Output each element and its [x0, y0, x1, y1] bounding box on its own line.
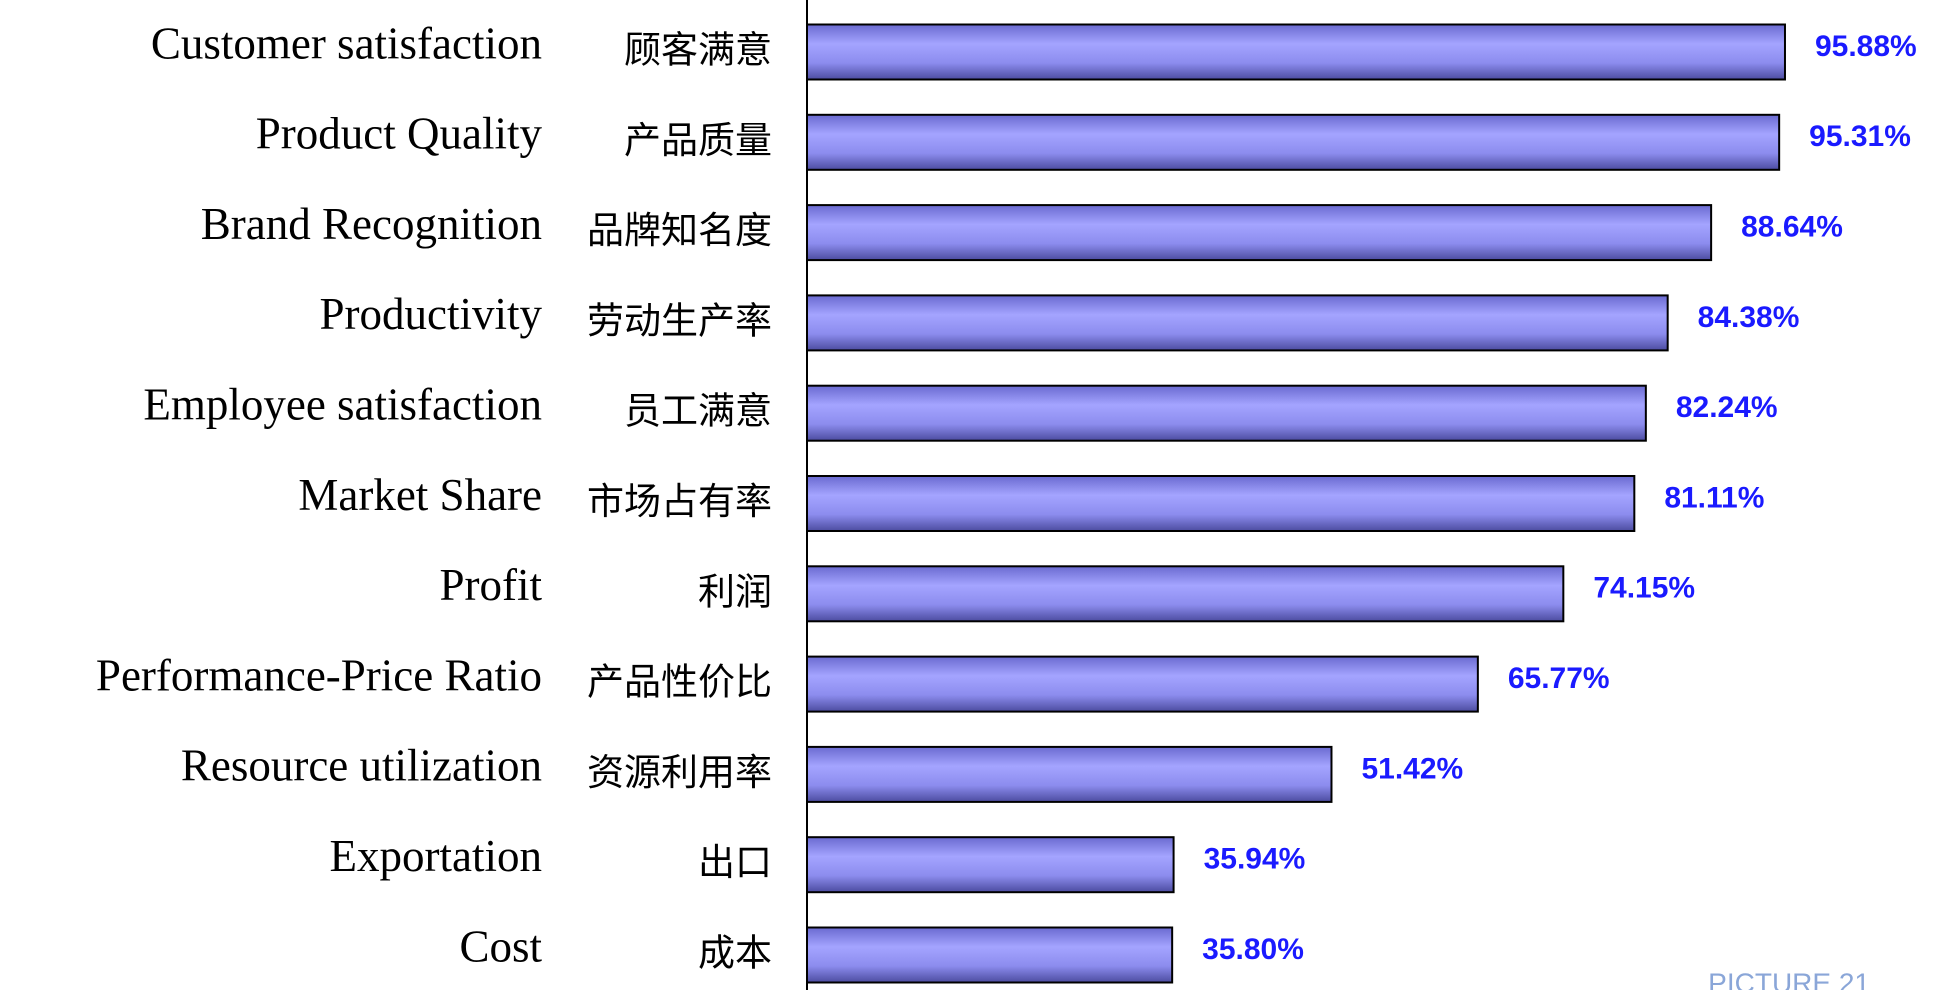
bar: [806, 565, 1565, 623]
category-label-zh: 顾客满意: [624, 29, 772, 71]
category-label-zh: 员工满意: [624, 391, 772, 433]
category-label: Cost: [459, 921, 542, 971]
bar: [806, 384, 1647, 442]
category-label: Resource utilization: [181, 741, 542, 791]
category-label-zh: 市场占有率: [587, 481, 772, 523]
category-label-zh: 出口: [698, 843, 772, 884]
bar: [806, 23, 1786, 81]
annotation: PICTURE 21: [1708, 967, 1870, 990]
category-label-zh: 产品质量: [624, 120, 772, 162]
category-label-zh: 成本: [698, 933, 772, 974]
value-label: 65.77%: [1508, 662, 1610, 695]
category-label-zh: 产品性价比: [587, 662, 772, 704]
category-label-zh: 资源利用率: [587, 752, 772, 794]
value-label: 81.11%: [1664, 481, 1764, 514]
bar: [806, 745, 1333, 803]
category-label: Employee satisfaction: [143, 380, 542, 430]
bar: [806, 926, 1174, 984]
bar: [806, 294, 1669, 352]
category-label: Performance-Price Ratio: [96, 650, 542, 700]
category-label: Brand Recognition: [201, 199, 542, 249]
value-label: 95.88%: [1815, 30, 1917, 63]
category-label: Product Quality: [256, 109, 543, 159]
bar: [806, 475, 1636, 532]
category-label: Customer satisfaction: [151, 18, 542, 68]
category-label-zh: 劳动生产率: [587, 300, 772, 342]
value-label: 51.42%: [1361, 752, 1463, 785]
bar: [806, 655, 1479, 713]
bar: [806, 836, 1175, 894]
category-label-zh: 品牌知名度: [587, 210, 772, 252]
category-label-zh: 利润: [698, 572, 772, 613]
bar: [806, 204, 1713, 262]
category-label: Productivity: [320, 289, 543, 339]
bar: [806, 113, 1781, 171]
value-label: 82.24%: [1676, 391, 1778, 424]
value-label: 95.31%: [1809, 120, 1911, 153]
category-label: Profit: [439, 560, 542, 610]
value-label: 84.38%: [1698, 301, 1800, 334]
value-label: 88.64%: [1741, 211, 1843, 244]
category-label: Exportation: [330, 831, 542, 881]
value-label: 35.94%: [1204, 843, 1306, 876]
value-label: 74.15%: [1593, 572, 1695, 605]
value-label: 35.80%: [1202, 933, 1304, 966]
category-label: Market Share: [298, 470, 542, 520]
